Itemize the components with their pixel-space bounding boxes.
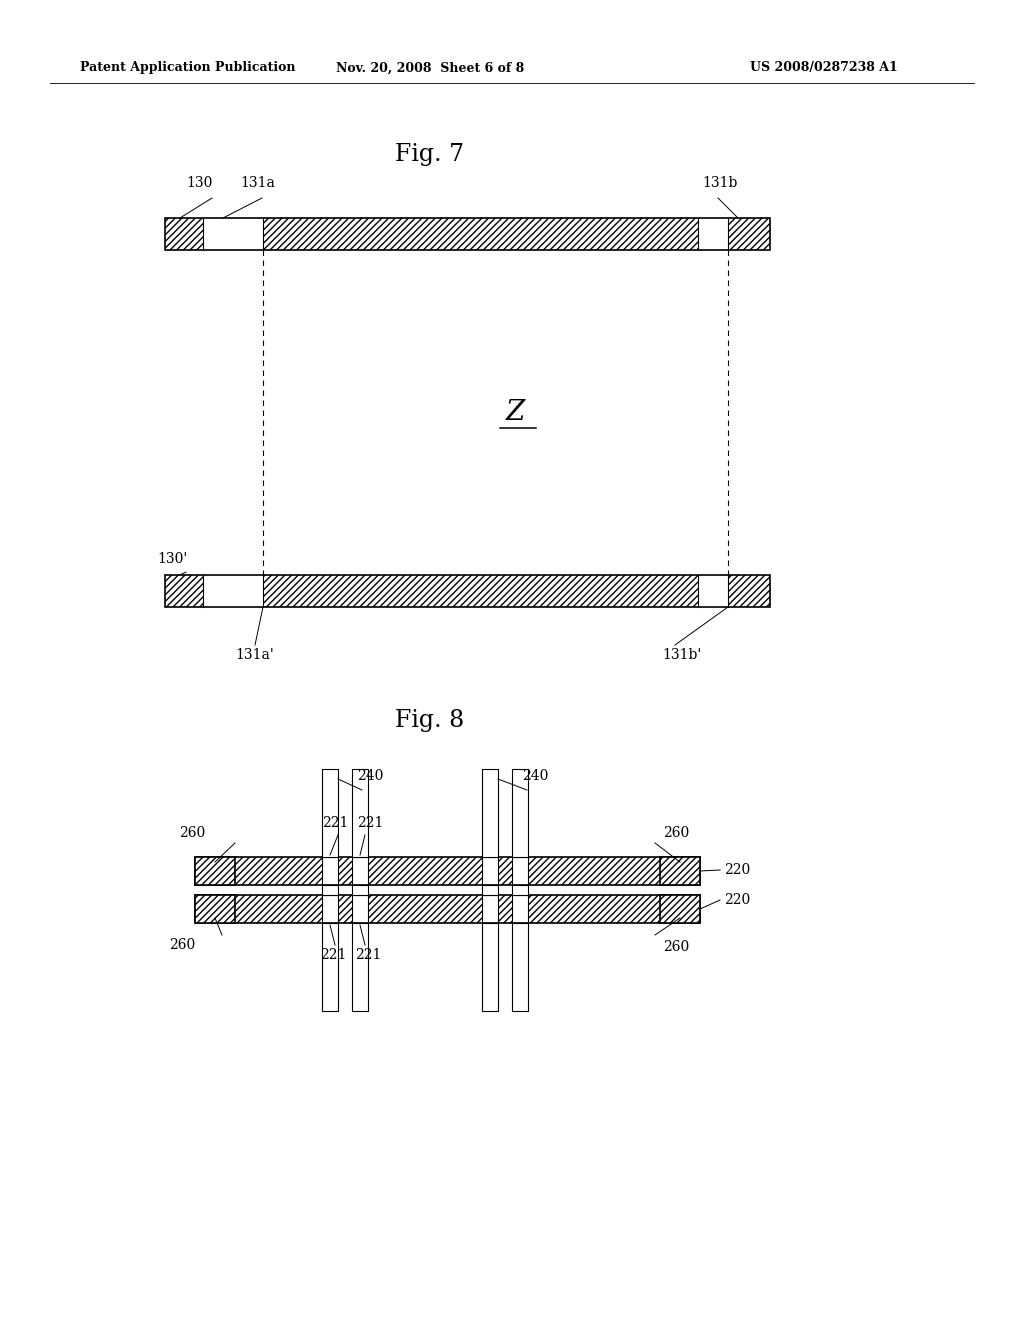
Bar [322, 884, 338, 895]
Bar [482, 923, 498, 1011]
Bar [195, 895, 700, 923]
Text: 260: 260 [169, 939, 195, 952]
Bar [263, 218, 698, 249]
Text: 131a': 131a' [236, 648, 274, 663]
Bar [512, 857, 528, 884]
Text: 130': 130' [157, 552, 187, 566]
Bar [512, 895, 528, 923]
Bar [352, 923, 368, 1011]
Bar [203, 218, 263, 249]
Text: US 2008/0287238 A1: US 2008/0287238 A1 [750, 62, 898, 74]
Text: 221: 221 [322, 816, 348, 830]
Bar [482, 770, 498, 857]
Bar [195, 895, 234, 923]
Bar [195, 857, 700, 884]
Text: Fig. 7: Fig. 7 [395, 144, 465, 166]
Text: 131b': 131b' [663, 648, 701, 663]
Text: Fig. 8: Fig. 8 [395, 709, 465, 731]
Bar [512, 884, 528, 895]
Bar [512, 857, 528, 884]
Text: 131a: 131a [241, 176, 275, 190]
Bar [322, 857, 338, 884]
Text: 240: 240 [356, 770, 383, 783]
Text: Nov. 20, 2008  Sheet 6 of 8: Nov. 20, 2008 Sheet 6 of 8 [336, 62, 524, 74]
Bar [195, 857, 234, 884]
Bar [482, 857, 498, 884]
Bar [195, 857, 700, 884]
Text: 130: 130 [186, 176, 213, 190]
Bar [660, 857, 700, 884]
Bar [482, 895, 498, 923]
Bar [352, 857, 368, 884]
Bar [352, 895, 368, 923]
Bar [482, 857, 498, 884]
Bar [512, 923, 528, 1011]
Text: 221: 221 [319, 948, 346, 962]
Bar [322, 895, 338, 923]
Text: Patent Application Publication: Patent Application Publication [80, 62, 296, 74]
Bar [165, 576, 770, 607]
Bar [322, 923, 338, 1011]
Text: 240: 240 [522, 770, 548, 783]
Text: 220: 220 [724, 863, 751, 876]
Bar [263, 576, 698, 607]
Bar [698, 218, 728, 249]
Bar [165, 576, 203, 607]
Bar [195, 895, 700, 923]
Bar [482, 895, 498, 923]
Bar [482, 884, 498, 895]
Bar [322, 895, 338, 923]
Bar [698, 576, 728, 607]
Bar [352, 770, 368, 857]
Text: 131b: 131b [702, 176, 737, 190]
Bar [203, 576, 263, 607]
Text: 221: 221 [356, 816, 383, 830]
Text: 260: 260 [663, 826, 689, 840]
Bar [165, 218, 203, 249]
Text: 260: 260 [663, 940, 689, 954]
Text: 221: 221 [354, 948, 381, 962]
Bar [660, 895, 700, 923]
Text: 260: 260 [179, 826, 205, 840]
Bar [728, 218, 770, 249]
Bar [322, 770, 338, 857]
Text: Z: Z [506, 399, 525, 426]
Bar [352, 857, 368, 884]
Bar [512, 770, 528, 857]
Bar [512, 895, 528, 923]
Bar [352, 884, 368, 895]
Bar [728, 576, 770, 607]
Bar [165, 218, 770, 249]
Text: 220: 220 [724, 894, 751, 907]
Bar [322, 857, 338, 884]
Bar [352, 895, 368, 923]
